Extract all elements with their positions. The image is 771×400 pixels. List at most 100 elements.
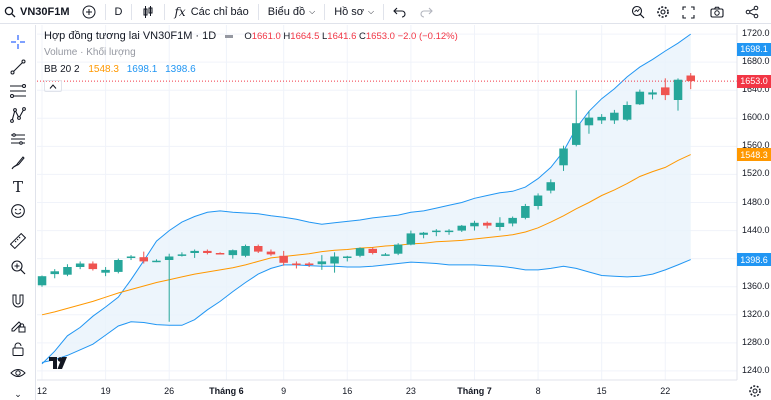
bollinger-basis-price-tag: 1548.3: [737, 148, 771, 162]
share-button[interactable]: [740, 0, 764, 24]
emoji-tool[interactable]: [6, 200, 30, 222]
profile-dropdown[interactable]: Hồ sơ ⌵: [328, 0, 380, 24]
candle-body: [317, 261, 327, 265]
trendline-icon: [10, 59, 26, 75]
symbol-search[interactable]: VN30F1M: [0, 0, 76, 24]
candle-body: [88, 263, 98, 270]
candle-body: [266, 251, 276, 255]
fib-retracement-icon: [10, 84, 26, 98]
candle: [508, 216, 517, 227]
candle-body: [419, 232, 428, 235]
more-tools-button[interactable]: ⌄: [6, 383, 30, 400]
crosshair-tool[interactable]: [6, 31, 30, 53]
candle: [37, 275, 47, 287]
interval-button[interactable]: D: [114, 5, 123, 18]
magnifier-chart-icon: [631, 5, 645, 19]
tv-logo-icon: [49, 357, 67, 369]
candle-body: [241, 246, 250, 256]
candle: [610, 109, 619, 124]
zoom-tool[interactable]: [6, 256, 30, 278]
price-tick-label: 1520.0: [742, 168, 770, 179]
candle: [254, 244, 263, 254]
bollinger-lower-price-tag: 1398.6: [737, 253, 771, 267]
candle-body: [279, 255, 288, 263]
bollinger-basis-line: [41, 154, 691, 316]
chart-type-dropdown[interactable]: Biểu đồ ⌵: [262, 0, 321, 24]
fullscreen-button[interactable]: [676, 0, 700, 24]
lock-drawings-tool[interactable]: [6, 338, 30, 360]
bollinger-upper-line: [41, 33, 691, 365]
high-value: 1664.5: [290, 31, 320, 42]
prediction-icon: [11, 133, 25, 145]
legend-flag-icon[interactable]: [225, 34, 234, 38]
candle: [317, 255, 327, 270]
fib-tool[interactable]: [6, 80, 30, 102]
candle: [228, 249, 238, 259]
candle-body: [457, 225, 466, 231]
profile-label: Hồ sơ: [334, 5, 365, 18]
candle: [279, 250, 288, 266]
redo-button[interactable]: [413, 0, 439, 24]
undo-button[interactable]: [387, 0, 413, 24]
price-tick-label: 1320.0: [742, 308, 770, 319]
brush-tool[interactable]: [6, 152, 30, 174]
candle: [101, 267, 110, 277]
candle-body: [635, 91, 645, 105]
open-value: 1661.0: [251, 31, 281, 42]
candle: [521, 203, 530, 220]
compare-button[interactable]: [76, 0, 102, 24]
hide-drawings-tool[interactable]: [6, 362, 30, 384]
measure-tool[interactable]: [6, 230, 30, 252]
screener-button[interactable]: [626, 0, 650, 24]
candle: [673, 78, 683, 111]
pattern-icon: [10, 107, 26, 123]
candle: [114, 258, 123, 274]
time-tick-label: Tháng 7: [457, 386, 492, 396]
candle: [495, 217, 505, 231]
candle: [126, 255, 136, 261]
candle-body: [126, 256, 136, 258]
candle-body: [368, 248, 377, 253]
go-to-date-button[interactable]: [748, 384, 762, 398]
candle-body: [228, 250, 238, 256]
candlestick-series: [37, 73, 695, 322]
magnet-tool[interactable]: [6, 290, 30, 312]
camera-icon: [710, 6, 724, 18]
candle-body: [190, 250, 199, 253]
trendline-tool[interactable]: [6, 56, 30, 78]
close-value: 1653.0: [365, 31, 395, 42]
zoom-in-icon: [11, 260, 26, 275]
candle-body: [533, 195, 543, 206]
candle-body: [254, 246, 263, 252]
indicators-button[interactable]: fx Các chỉ báo: [168, 0, 254, 24]
candle-body: [355, 248, 365, 256]
collapse-legend-button[interactable]: [44, 80, 62, 92]
eye-icon: [10, 369, 26, 377]
candle-body: [164, 256, 174, 260]
candle: [88, 261, 98, 271]
chevron-up-icon: [49, 83, 57, 89]
settings-button[interactable]: [651, 0, 675, 24]
candle: [355, 247, 365, 258]
snapshot-button[interactable]: [705, 0, 729, 24]
prediction-tool[interactable]: [6, 128, 30, 150]
candle: [457, 224, 466, 232]
candle: [393, 243, 403, 256]
candle-body: [152, 260, 161, 263]
text-tool[interactable]: T: [6, 176, 30, 198]
candle: [572, 90, 581, 147]
time-tick-label: 12: [36, 386, 48, 396]
candle-body: [508, 217, 517, 224]
tradingview-logo[interactable]: [49, 357, 67, 372]
candle: [177, 252, 187, 257]
candle: [533, 193, 543, 210]
chart-style-button[interactable]: [135, 0, 161, 24]
bollinger-lower-line: [41, 259, 691, 363]
open-label: O: [244, 31, 252, 42]
gear-icon: [657, 6, 669, 18]
patterns-tool[interactable]: [6, 104, 30, 126]
fullscreen-icon: [681, 5, 695, 19]
price-tick-label: 1560.0: [742, 140, 770, 151]
stay-drawing-tool[interactable]: [6, 314, 30, 336]
